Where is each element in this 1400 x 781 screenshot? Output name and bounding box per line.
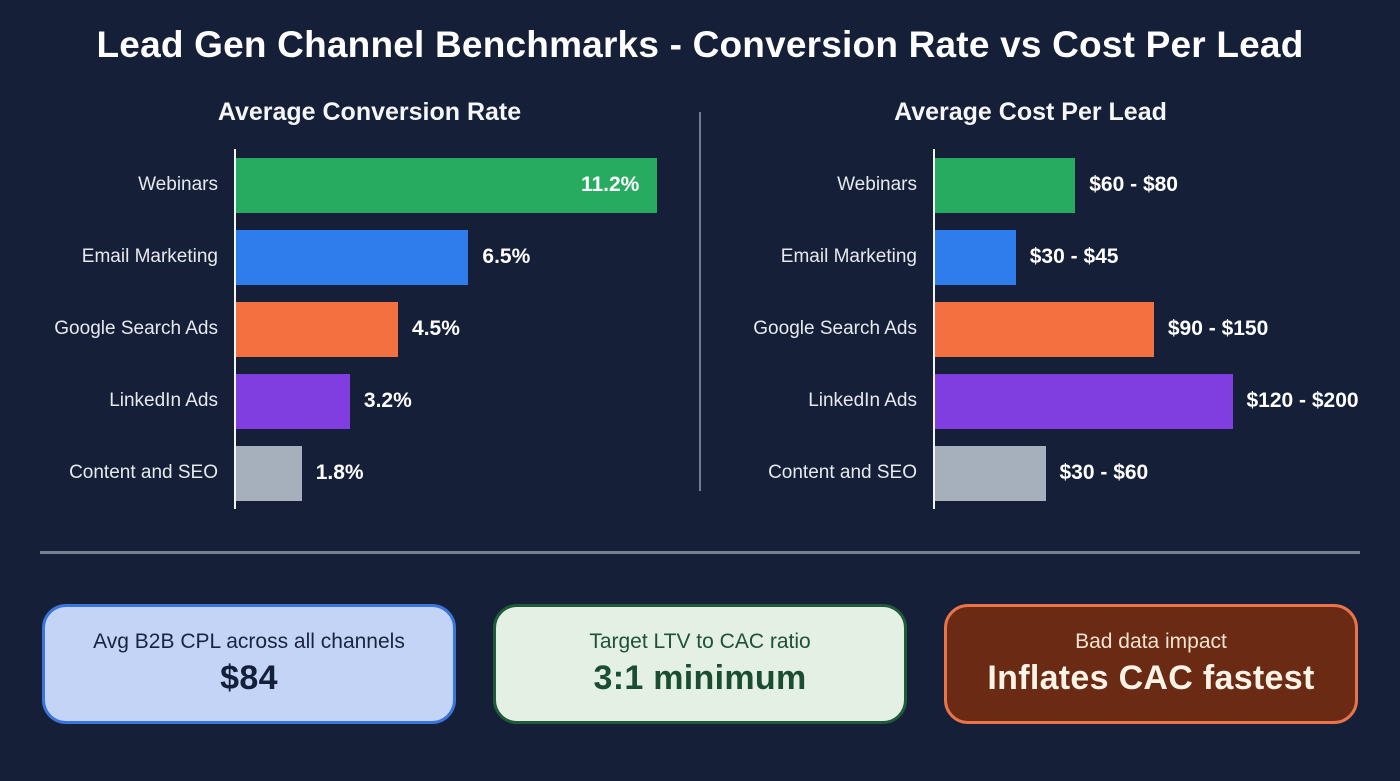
chart-row: Email Marketing 6.5%	[40, 221, 699, 293]
category-label: LinkedIn Ads	[808, 390, 917, 411]
category-label: Email Marketing	[780, 246, 917, 267]
chart-row: Content and SEO $30 - $60	[701, 437, 1360, 509]
conversion-rate-bars: Webinars 11.2% Email Marketing 6.5% Google S…	[40, 149, 699, 509]
value-label: $90 - $150	[1167, 317, 1269, 340]
category-label: Content and SEO	[69, 462, 218, 483]
value-label: 11.2%	[580, 173, 640, 196]
category-label: Webinars	[837, 174, 917, 195]
data-bar	[236, 301, 399, 357]
avg-cpl-card-caption: Avg B2B CPL across all channels	[93, 630, 405, 653]
summary-cards-row: Avg B2B CPL across all channels $84 Targ…	[0, 604, 1400, 724]
chart-row: Google Search Ads 4.5%	[40, 293, 699, 365]
bar-track: $120 - $200	[933, 365, 1360, 437]
chart-row: Content and SEO 1.8%	[40, 437, 699, 509]
data-bar	[935, 157, 1076, 213]
bar-track: $60 - $80	[933, 149, 1360, 221]
bar-track: 3.2%	[234, 365, 699, 437]
cost-per-lead-chart-title: Average Cost Per Lead	[894, 98, 1167, 126]
value-label: 6.5%	[482, 245, 531, 268]
data-bar	[935, 445, 1046, 501]
bad-data-card-value: Inflates CAC fastest	[987, 659, 1315, 697]
data-bar	[236, 445, 302, 501]
value-label: 1.8%	[315, 461, 364, 484]
category-label: Google Search Ads	[753, 318, 917, 339]
value-label: $30 - $45	[1029, 245, 1119, 268]
ltv-cac-card: Target LTV to CAC ratio 3:1 minimum	[493, 604, 907, 724]
ltv-cac-card-value: 3:1 minimum	[593, 659, 807, 697]
chart-row: LinkedIn Ads $120 - $200	[701, 365, 1360, 437]
bar-track: 4.5%	[234, 293, 699, 365]
ltv-cac-card-caption: Target LTV to CAC ratio	[589, 630, 811, 653]
bad-data-card: Bad data impact Inflates CAC fastest	[944, 604, 1358, 724]
page-title: Lead Gen Channel Benchmarks - Conversion…	[96, 24, 1304, 65]
category-label: LinkedIn Ads	[109, 390, 218, 411]
category-label: Google Search Ads	[54, 318, 218, 339]
category-label: Email Marketing	[81, 246, 218, 267]
category-label: Webinars	[138, 174, 218, 195]
bar-track: 6.5%	[234, 221, 699, 293]
charts-row: Average Conversion Rate Webinars 11.2% Ema…	[0, 98, 1400, 509]
chart-row: LinkedIn Ads 3.2%	[40, 365, 699, 437]
value-label: $30 - $60	[1059, 461, 1149, 484]
value-label: $120 - $200	[1246, 389, 1359, 412]
vertical-divider	[699, 112, 701, 491]
horizontal-divider	[40, 551, 1360, 554]
data-bar	[236, 229, 469, 285]
cost-per-lead-chart: Average Cost Per Lead Webinars $60 - $80 E…	[701, 98, 1360, 509]
data-bar	[935, 373, 1233, 429]
value-label: 4.5%	[412, 317, 460, 340]
category-label: Content and SEO	[768, 462, 917, 483]
chart-row: Email Marketing $30 - $45	[701, 221, 1360, 293]
chart-row: Webinars $60 - $80	[701, 149, 1360, 221]
data-bar	[935, 229, 1016, 285]
cost-per-lead-bars: Webinars $60 - $80 Email Marketing $30 - $4…	[701, 149, 1360, 509]
avg-cpl-card-value: $84	[220, 659, 278, 697]
bar-track: $30 - $45	[933, 221, 1360, 293]
data-bar	[236, 373, 350, 429]
value-label: $60 - $80	[1089, 173, 1178, 196]
bar-track: 11.2%	[234, 149, 699, 221]
conversion-rate-chart: Average Conversion Rate Webinars 11.2% Ema…	[40, 98, 699, 509]
conversion-rate-chart-title: Average Conversion Rate	[217, 98, 522, 126]
data-bar: 11.2%	[236, 157, 658, 213]
bar-track: $30 - $60	[933, 437, 1360, 509]
chart-row: Google Search Ads $90 - $150	[701, 293, 1360, 365]
data-bar	[935, 301, 1154, 357]
value-label: 3.2%	[363, 389, 412, 412]
chart-row: Webinars 11.2%	[40, 149, 699, 221]
bar-track: $90 - $150	[933, 293, 1360, 365]
bar-track: 1.8%	[234, 437, 699, 509]
bad-data-card-caption: Bad data impact	[1075, 630, 1227, 653]
avg-cpl-card: Avg B2B CPL across all channels $84	[42, 604, 456, 724]
